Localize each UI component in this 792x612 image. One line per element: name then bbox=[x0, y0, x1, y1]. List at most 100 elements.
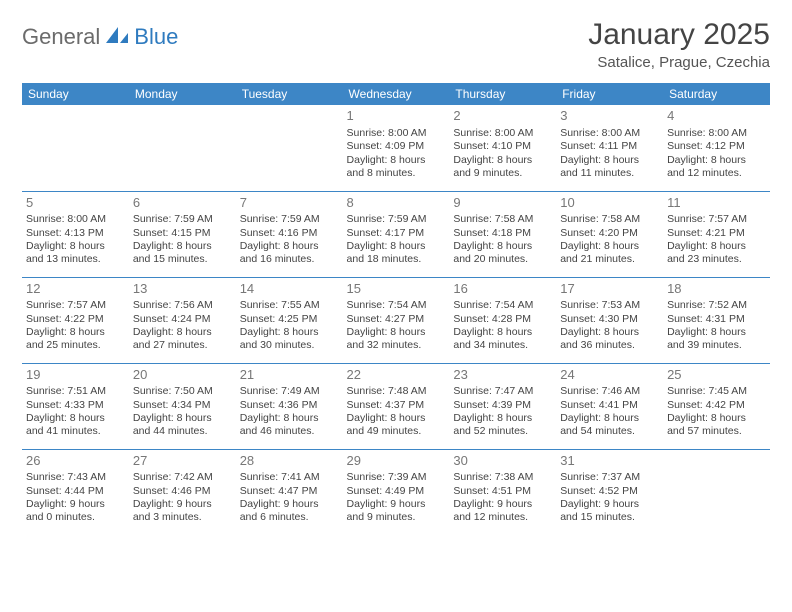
sunrise-line: Sunrise: 7:57 AM bbox=[26, 299, 125, 312]
day-number: 10 bbox=[560, 195, 659, 212]
day-number: 6 bbox=[133, 195, 232, 212]
day-number: 1 bbox=[347, 108, 446, 125]
day-number: 8 bbox=[347, 195, 446, 212]
calendar-day-cell: 20Sunrise: 7:50 AMSunset: 4:34 PMDayligh… bbox=[129, 363, 236, 449]
day-number: 3 bbox=[560, 108, 659, 125]
calendar-day-cell: 4Sunrise: 8:00 AMSunset: 4:12 PMDaylight… bbox=[663, 105, 770, 191]
day-number: 23 bbox=[453, 367, 552, 384]
daylight-line: Daylight: 8 hours and 36 minutes. bbox=[560, 326, 659, 353]
calendar-day-cell: 13Sunrise: 7:56 AMSunset: 4:24 PMDayligh… bbox=[129, 277, 236, 363]
daylight-line: Daylight: 8 hours and 46 minutes. bbox=[240, 412, 339, 439]
calendar-day-cell: 8Sunrise: 7:59 AMSunset: 4:17 PMDaylight… bbox=[343, 191, 450, 277]
daylight-line: Daylight: 8 hours and 20 minutes. bbox=[453, 240, 552, 267]
day-number: 15 bbox=[347, 281, 446, 298]
daylight-line: Daylight: 8 hours and 32 minutes. bbox=[347, 326, 446, 353]
daylight-line: Daylight: 8 hours and 12 minutes. bbox=[667, 154, 766, 181]
sunrise-line: Sunrise: 7:56 AM bbox=[133, 299, 232, 312]
calendar-day-cell: 19Sunrise: 7:51 AMSunset: 4:33 PMDayligh… bbox=[22, 363, 129, 449]
daylight-line: Daylight: 9 hours and 3 minutes. bbox=[133, 498, 232, 525]
logo-text-blue: Blue bbox=[134, 24, 178, 50]
daylight-line: Daylight: 8 hours and 27 minutes. bbox=[133, 326, 232, 353]
sunrise-line: Sunrise: 8:00 AM bbox=[26, 213, 125, 226]
day-number: 4 bbox=[667, 108, 766, 125]
sunset-line: Sunset: 4:44 PM bbox=[26, 485, 125, 498]
sunrise-line: Sunrise: 7:58 AM bbox=[560, 213, 659, 226]
day-number: 21 bbox=[240, 367, 339, 384]
calendar-day-cell: 23Sunrise: 7:47 AMSunset: 4:39 PMDayligh… bbox=[449, 363, 556, 449]
calendar-day-cell: 22Sunrise: 7:48 AMSunset: 4:37 PMDayligh… bbox=[343, 363, 450, 449]
calendar-day-cell: 7Sunrise: 7:59 AMSunset: 4:16 PMDaylight… bbox=[236, 191, 343, 277]
daylight-line: Daylight: 9 hours and 6 minutes. bbox=[240, 498, 339, 525]
sunset-line: Sunset: 4:24 PM bbox=[133, 313, 232, 326]
sunrise-line: Sunrise: 7:41 AM bbox=[240, 471, 339, 484]
sunset-line: Sunset: 4:47 PM bbox=[240, 485, 339, 498]
daylight-line: Daylight: 8 hours and 16 minutes. bbox=[240, 240, 339, 267]
sunset-line: Sunset: 4:36 PM bbox=[240, 399, 339, 412]
calendar-day-cell: 6Sunrise: 7:59 AMSunset: 4:15 PMDaylight… bbox=[129, 191, 236, 277]
sunset-line: Sunset: 4:34 PM bbox=[133, 399, 232, 412]
sunrise-line: Sunrise: 7:42 AM bbox=[133, 471, 232, 484]
day-number: 12 bbox=[26, 281, 125, 298]
calendar-table: SundayMondayTuesdayWednesdayThursdayFrid… bbox=[22, 83, 770, 535]
calendar-day-cell: 17Sunrise: 7:53 AMSunset: 4:30 PMDayligh… bbox=[556, 277, 663, 363]
daylight-line: Daylight: 8 hours and 13 minutes. bbox=[26, 240, 125, 267]
title-block: January 2025 Satalice, Prague, Czechia bbox=[588, 18, 770, 71]
sunrise-line: Sunrise: 7:49 AM bbox=[240, 385, 339, 398]
sunset-line: Sunset: 4:16 PM bbox=[240, 227, 339, 240]
calendar-week-row: 1Sunrise: 8:00 AMSunset: 4:09 PMDaylight… bbox=[22, 105, 770, 191]
sunset-line: Sunset: 4:10 PM bbox=[453, 140, 552, 153]
sunrise-line: Sunrise: 7:50 AM bbox=[133, 385, 232, 398]
day-number: 2 bbox=[453, 108, 552, 125]
sunset-line: Sunset: 4:25 PM bbox=[240, 313, 339, 326]
day-number: 17 bbox=[560, 281, 659, 298]
sunset-line: Sunset: 4:11 PM bbox=[560, 140, 659, 153]
day-number: 31 bbox=[560, 453, 659, 470]
weekday-header: Friday bbox=[556, 83, 663, 105]
sunset-line: Sunset: 4:30 PM bbox=[560, 313, 659, 326]
sunrise-line: Sunrise: 7:39 AM bbox=[347, 471, 446, 484]
sunset-line: Sunset: 4:15 PM bbox=[133, 227, 232, 240]
calendar-header-row: SundayMondayTuesdayWednesdayThursdayFrid… bbox=[22, 83, 770, 105]
daylight-line: Daylight: 8 hours and 44 minutes. bbox=[133, 412, 232, 439]
calendar-day-cell: 25Sunrise: 7:45 AMSunset: 4:42 PMDayligh… bbox=[663, 363, 770, 449]
sunset-line: Sunset: 4:22 PM bbox=[26, 313, 125, 326]
calendar-day-cell: 26Sunrise: 7:43 AMSunset: 4:44 PMDayligh… bbox=[22, 449, 129, 535]
daylight-line: Daylight: 8 hours and 57 minutes. bbox=[667, 412, 766, 439]
daylight-line: Daylight: 8 hours and 39 minutes. bbox=[667, 326, 766, 353]
sunset-line: Sunset: 4:37 PM bbox=[347, 399, 446, 412]
sunrise-line: Sunrise: 7:48 AM bbox=[347, 385, 446, 398]
calendar-day-cell: 16Sunrise: 7:54 AMSunset: 4:28 PMDayligh… bbox=[449, 277, 556, 363]
sunrise-line: Sunrise: 8:00 AM bbox=[347, 127, 446, 140]
day-number: 13 bbox=[133, 281, 232, 298]
sunrise-line: Sunrise: 7:46 AM bbox=[560, 385, 659, 398]
calendar-day-cell bbox=[663, 449, 770, 535]
day-number: 19 bbox=[26, 367, 125, 384]
weekday-header: Thursday bbox=[449, 83, 556, 105]
sunrise-line: Sunrise: 7:55 AM bbox=[240, 299, 339, 312]
daylight-line: Daylight: 8 hours and 18 minutes. bbox=[347, 240, 446, 267]
sunset-line: Sunset: 4:27 PM bbox=[347, 313, 446, 326]
sunrise-line: Sunrise: 7:57 AM bbox=[667, 213, 766, 226]
daylight-line: Daylight: 9 hours and 9 minutes. bbox=[347, 498, 446, 525]
calendar-day-cell: 28Sunrise: 7:41 AMSunset: 4:47 PMDayligh… bbox=[236, 449, 343, 535]
weekday-header: Monday bbox=[129, 83, 236, 105]
calendar-day-cell: 1Sunrise: 8:00 AMSunset: 4:09 PMDaylight… bbox=[343, 105, 450, 191]
calendar-day-cell: 2Sunrise: 8:00 AMSunset: 4:10 PMDaylight… bbox=[449, 105, 556, 191]
daylight-line: Daylight: 8 hours and 41 minutes. bbox=[26, 412, 125, 439]
sunrise-line: Sunrise: 8:00 AM bbox=[667, 127, 766, 140]
sunset-line: Sunset: 4:31 PM bbox=[667, 313, 766, 326]
daylight-line: Daylight: 8 hours and 15 minutes. bbox=[133, 240, 232, 267]
calendar-day-cell bbox=[129, 105, 236, 191]
daylight-line: Daylight: 8 hours and 25 minutes. bbox=[26, 326, 125, 353]
sunrise-line: Sunrise: 7:38 AM bbox=[453, 471, 552, 484]
location: Satalice, Prague, Czechia bbox=[588, 54, 770, 71]
day-number: 14 bbox=[240, 281, 339, 298]
logo-text-general: General bbox=[22, 24, 100, 50]
sunset-line: Sunset: 4:28 PM bbox=[453, 313, 552, 326]
day-number: 11 bbox=[667, 195, 766, 212]
daylight-line: Daylight: 8 hours and 34 minutes. bbox=[453, 326, 552, 353]
calendar-day-cell: 3Sunrise: 8:00 AMSunset: 4:11 PMDaylight… bbox=[556, 105, 663, 191]
sunset-line: Sunset: 4:39 PM bbox=[453, 399, 552, 412]
sunrise-line: Sunrise: 8:00 AM bbox=[453, 127, 552, 140]
calendar-day-cell: 14Sunrise: 7:55 AMSunset: 4:25 PMDayligh… bbox=[236, 277, 343, 363]
